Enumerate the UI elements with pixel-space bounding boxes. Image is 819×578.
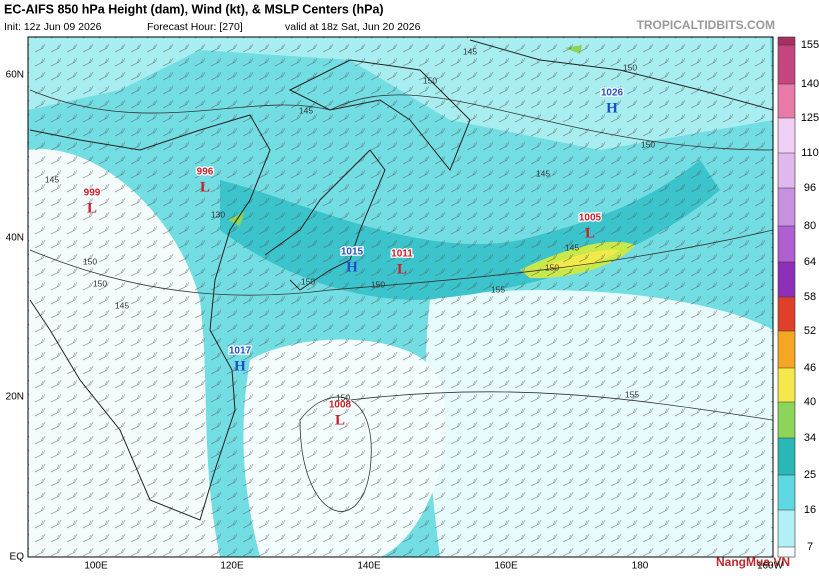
contour-label: 145 <box>299 105 313 115</box>
colorbar-segment <box>778 37 795 45</box>
colorbar-segment <box>778 402 795 438</box>
colorbar-segment <box>778 153 795 188</box>
contour-label: 150 <box>623 62 637 72</box>
lat-label: 60N <box>6 70 24 81</box>
colorbar-label: 46 <box>804 362 816 374</box>
colorbar-segment <box>778 45 795 84</box>
colorbar-label: 155 <box>801 39 819 51</box>
pressure-value: 1005 <box>579 213 602 224</box>
title: EC-AIFS 850 hPa Height (dam), Wind (kt),… <box>4 2 384 16</box>
pressure-type: L <box>200 179 210 195</box>
lon-label: 120E <box>220 561 244 572</box>
colorbar-segment <box>778 331 795 368</box>
pressure-type: H <box>346 259 358 275</box>
pressure-type: H <box>234 358 246 374</box>
lon-label: 160E <box>494 561 518 572</box>
colorbar-segment <box>778 547 795 557</box>
contour-label: 145 <box>45 174 59 184</box>
lat-label: EQ <box>10 552 25 563</box>
colorbar-label: 16 <box>804 504 816 516</box>
contour-label: 130 <box>211 209 225 219</box>
colorbar-segment <box>778 84 795 118</box>
contour-label: 150 <box>545 262 559 272</box>
map-frame <box>27 36 774 558</box>
colorbar-label: 110 <box>801 147 819 159</box>
colorbar-label: 96 <box>804 182 816 194</box>
colorbar-segment <box>778 475 795 510</box>
pressure-type: L <box>585 225 595 241</box>
lon-label: 180 <box>632 561 649 572</box>
colorbar-label: 34 <box>804 432 816 444</box>
colorbar-label: 58 <box>804 291 816 303</box>
pressure-value: 1011 <box>391 249 413 260</box>
colorbar-segment <box>778 188 795 226</box>
contour-label: 145 <box>115 300 129 310</box>
pressure-value: 999 <box>84 188 101 199</box>
colorbar-segment <box>778 118 795 153</box>
pressure-value: 1015 <box>341 247 364 258</box>
pressure-value: 996 <box>197 167 214 178</box>
colorbar-frame <box>777 36 796 558</box>
colorbar-label: 7 <box>807 541 813 553</box>
colorbar-label: 80 <box>804 220 816 232</box>
lat-label: 40N <box>6 233 24 244</box>
colorbar-segment <box>778 297 795 331</box>
lon-label: 100E <box>84 561 108 572</box>
colorbar-label: 64 <box>804 256 816 268</box>
colorbar-segment <box>778 226 795 262</box>
contour-label: 145 <box>565 242 579 252</box>
colorbar-label: 25 <box>804 469 816 481</box>
colorbar-label: 40 <box>804 396 816 408</box>
pressure-type: L <box>87 200 97 216</box>
contour-label: 150 <box>336 392 350 402</box>
contour-label: 150 <box>93 278 107 288</box>
lon-label: 160W <box>757 561 784 572</box>
pressure-value: 1008 <box>329 400 352 411</box>
contour-label: 145 <box>536 168 550 178</box>
contour-label: 150 <box>83 256 97 266</box>
contour-label: 150 <box>423 75 437 85</box>
watermark: NangMua.VN <box>716 555 790 569</box>
colorbar-segment <box>778 438 795 475</box>
colorbar-label: 125 <box>801 112 819 124</box>
map-area <box>28 37 773 557</box>
colorbar-segment <box>778 262 795 297</box>
init: Init: 12z Jun 09 2026 <box>4 21 102 33</box>
source: TROPICALTIDBITS.COM <box>637 18 775 32</box>
contour-label: 145 <box>463 46 477 56</box>
pressure-type: H <box>606 100 618 116</box>
colorbar-label: 140 <box>801 78 819 90</box>
lat-label: 20N <box>6 392 24 403</box>
forecast-hour: Forecast Hour: [270] <box>147 21 243 33</box>
colorbar-label: 52 <box>804 325 816 337</box>
contour-label: 155 <box>491 284 505 294</box>
contour-label: 150 <box>641 139 655 149</box>
pressure-type: L <box>397 261 407 277</box>
pressure-type: L <box>335 412 345 428</box>
contour-label: 150 <box>371 279 385 289</box>
valid-time: valid at 18z Sat, Jun 20 2026 <box>285 21 421 33</box>
lon-label: 140E <box>357 561 381 572</box>
pressure-value: 1017 <box>229 346 252 357</box>
colorbar-segment <box>778 510 795 547</box>
contour-label: 150 <box>301 276 315 286</box>
colorbar: 155 140 125 110 96 80 64 58 52 46 40 34 25 16 7 <box>777 36 819 558</box>
contour-label: 155 <box>625 389 639 399</box>
pressure-value: 1026 <box>601 88 624 99</box>
colorbar-segment <box>778 368 795 402</box>
